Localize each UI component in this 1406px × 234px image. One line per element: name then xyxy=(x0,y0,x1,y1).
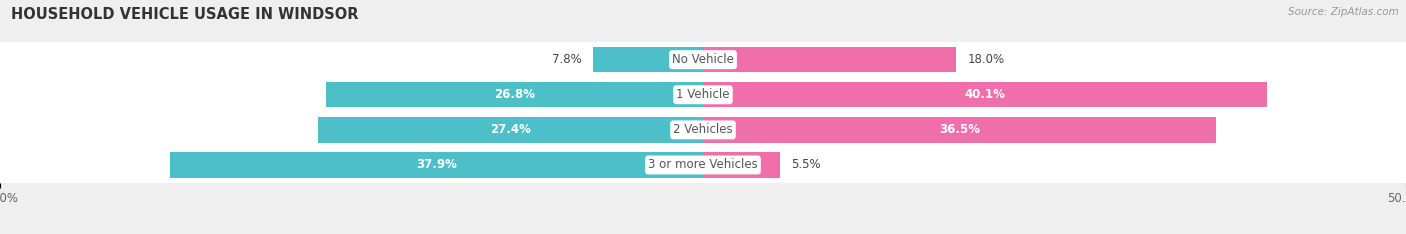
Text: 36.5%: 36.5% xyxy=(939,123,980,136)
Text: 5.5%: 5.5% xyxy=(792,158,821,172)
Text: 40.1%: 40.1% xyxy=(965,88,1005,101)
Text: 7.8%: 7.8% xyxy=(553,53,582,66)
Bar xyxy=(703,82,1267,107)
Bar xyxy=(0,112,1406,147)
Text: HOUSEHOLD VEHICLE USAGE IN WINDSOR: HOUSEHOLD VEHICLE USAGE IN WINDSOR xyxy=(11,7,359,22)
Bar xyxy=(0,77,1406,112)
Text: No Vehicle: No Vehicle xyxy=(672,53,734,66)
Text: 3 or more Vehicles: 3 or more Vehicles xyxy=(648,158,758,172)
Bar xyxy=(593,47,703,72)
Bar xyxy=(326,82,703,107)
Bar xyxy=(703,117,1216,143)
Bar xyxy=(703,152,780,178)
Text: 2 Vehicles: 2 Vehicles xyxy=(673,123,733,136)
Bar xyxy=(0,42,1406,77)
Text: 37.9%: 37.9% xyxy=(416,158,457,172)
Bar xyxy=(0,147,1406,183)
Text: 1 Vehicle: 1 Vehicle xyxy=(676,88,730,101)
Bar xyxy=(703,47,956,72)
Text: 26.8%: 26.8% xyxy=(494,88,536,101)
Bar xyxy=(318,117,703,143)
Bar xyxy=(170,152,703,178)
Text: 18.0%: 18.0% xyxy=(967,53,1004,66)
Text: 27.4%: 27.4% xyxy=(489,123,531,136)
Text: Source: ZipAtlas.com: Source: ZipAtlas.com xyxy=(1288,7,1399,17)
